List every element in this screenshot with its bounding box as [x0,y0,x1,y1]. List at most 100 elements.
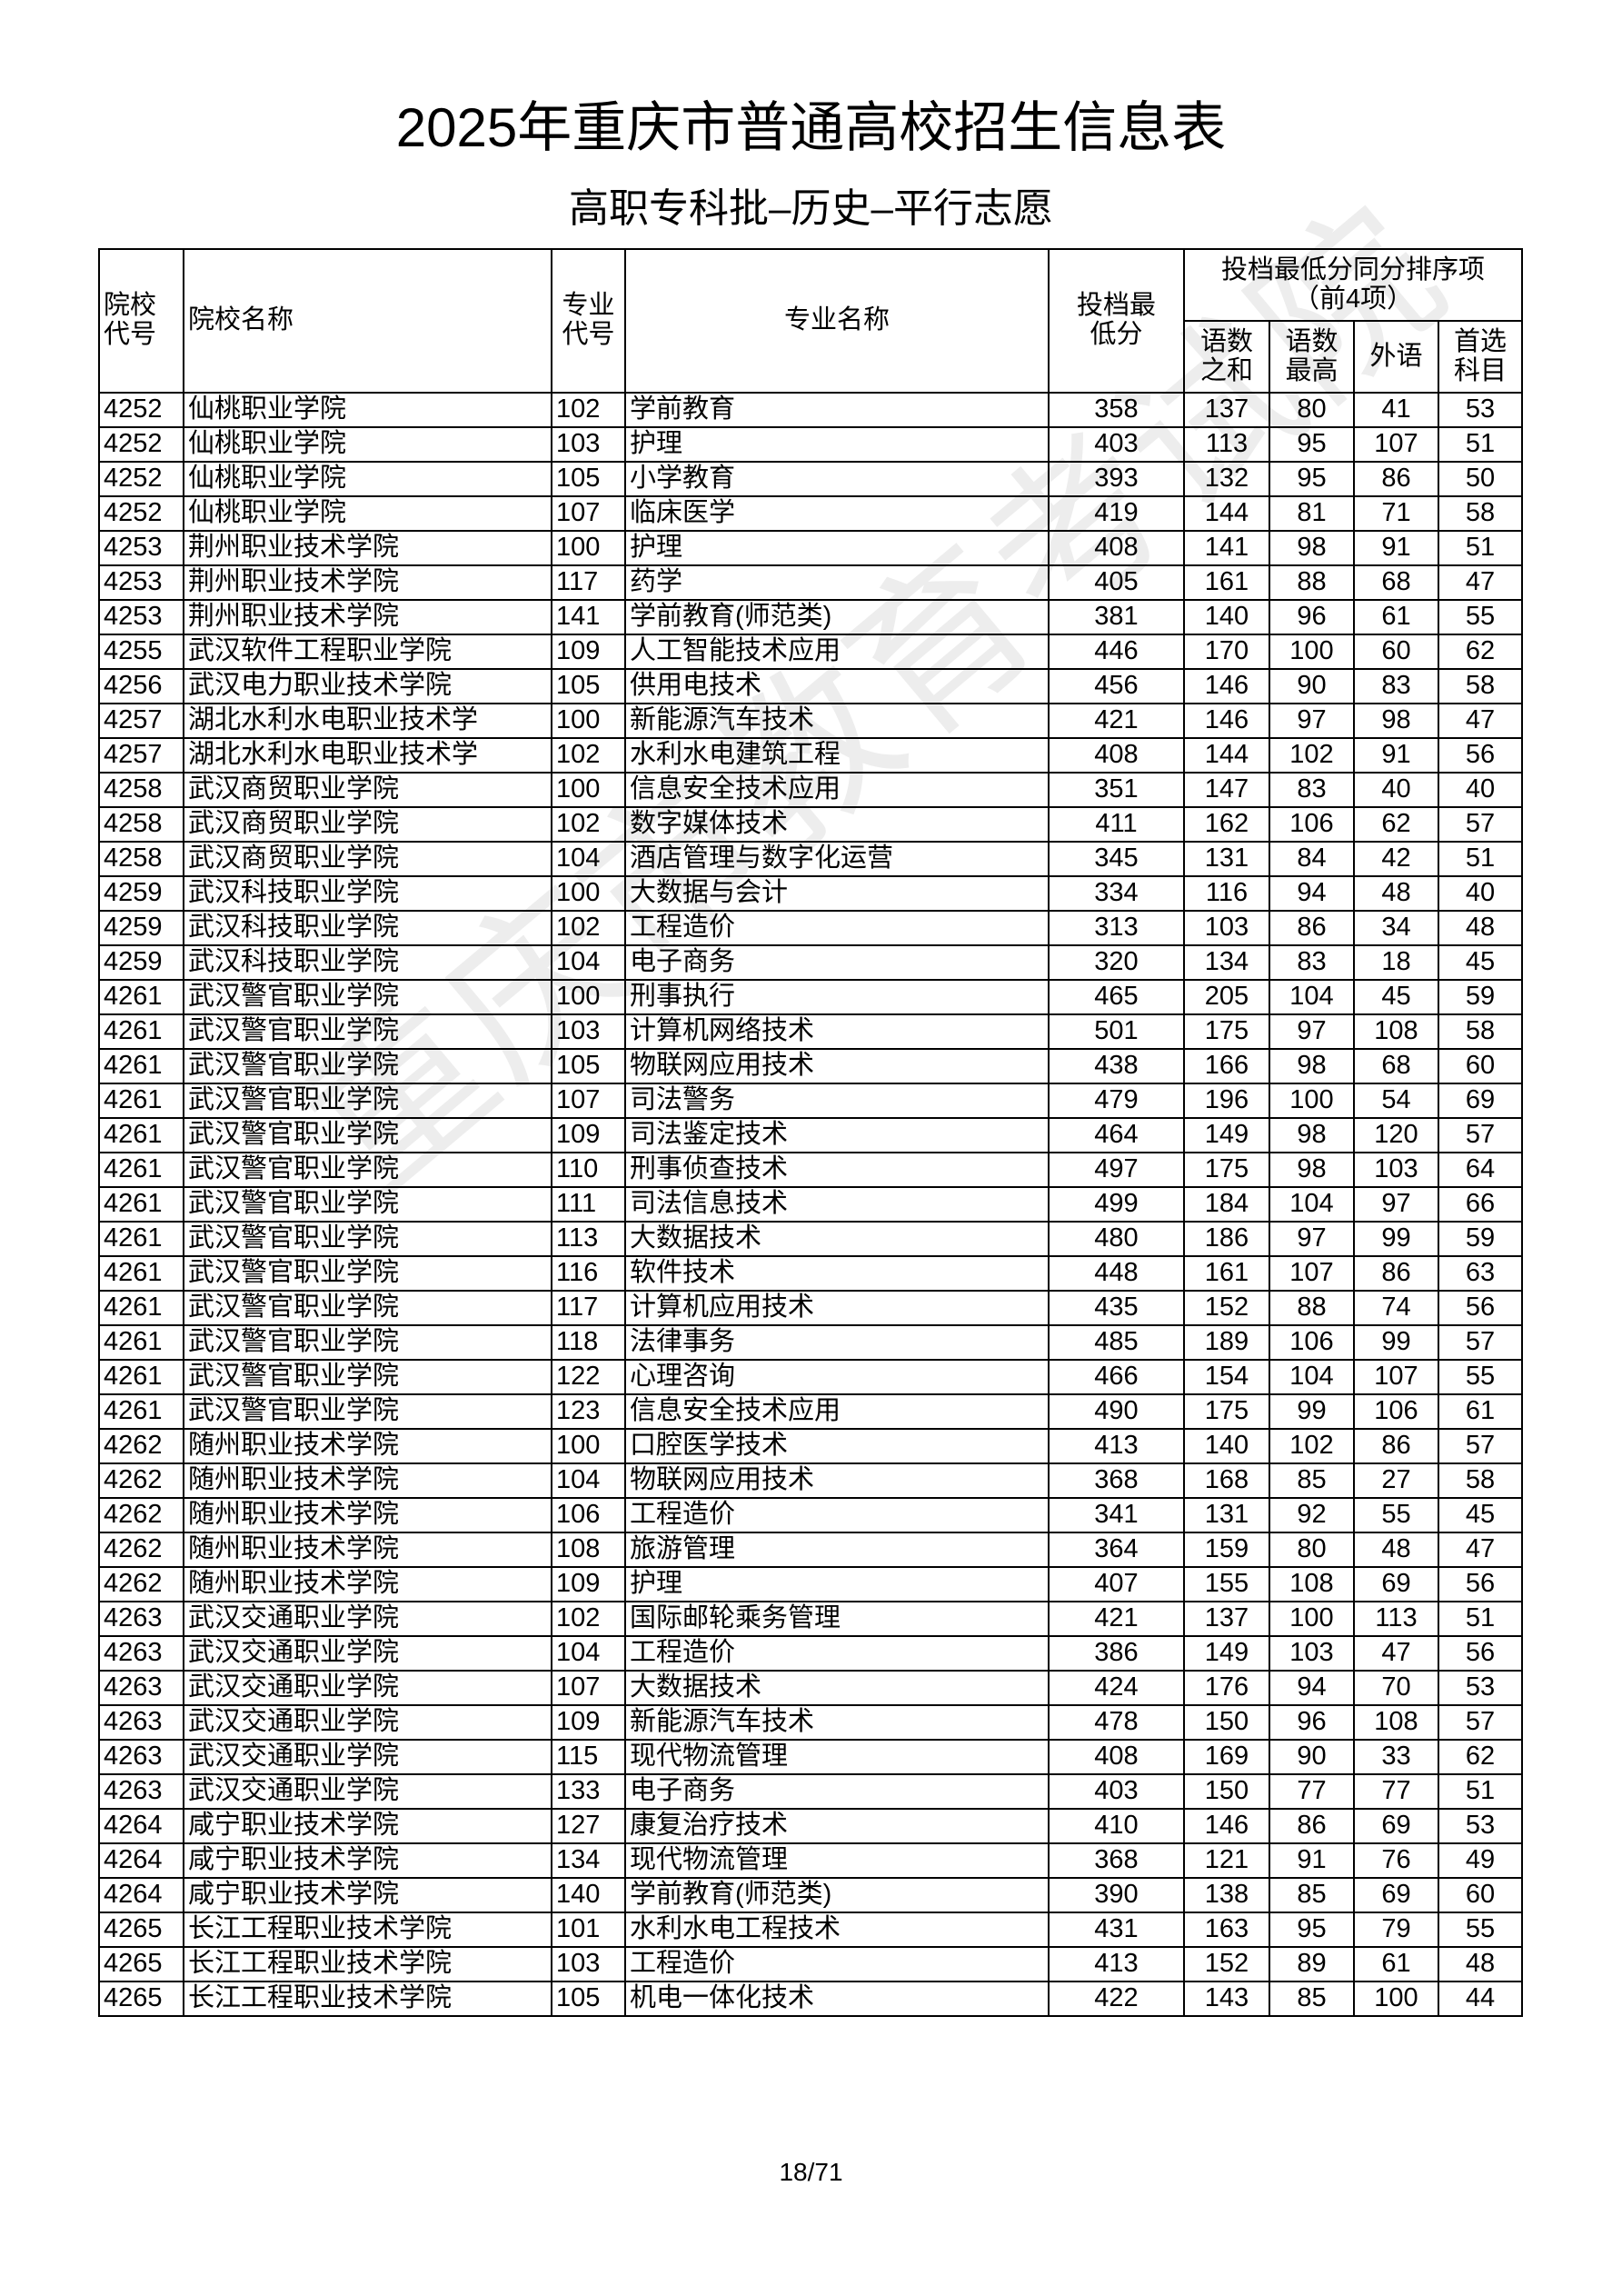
table-cell: 140 [1183,599,1270,635]
table-cell: 4259 [98,944,184,981]
table-cell: 护理 [624,426,1050,463]
table-row: 4261 武汉警官职业学院 117 计算机应用技术 435 152 88 74 56 [98,1290,1524,1326]
table-cell: 334 [1048,875,1185,912]
table-cell: 96 [1269,1704,1355,1741]
table-cell: 169 [1183,1739,1270,1775]
table-cell: 102 [551,910,626,946]
table-cell: 90 [1269,1739,1355,1775]
table-cell: 116 [551,1255,626,1292]
table-cell: 45 [1353,979,1439,1015]
table-cell: 武汉商贸职业学院 [183,841,552,877]
table-cell: 18 [1353,944,1439,981]
table-cell: 荆州职业技术学院 [183,599,552,635]
table-header: 院校代号 院校名称 专业代号 专业名称 投档最低分 投档最低分同分排序项（前4项… [98,248,1524,394]
table-cell: 69 [1353,1877,1439,1913]
table-row: 4263 武汉交通职业学院 133 电子商务 403 150 77 77 51 [98,1773,1524,1810]
table-cell: 现代物流管理 [624,1842,1050,1879]
table-row: 4261 武汉警官职业学院 110 刑事侦查技术 497 175 98 103 64 [98,1152,1524,1188]
table-cell: 湖北水利水电职业技术学 [183,737,552,774]
table-row: 4262 随州职业技术学院 100 口腔医学技术 413 140 102 86 57 [98,1428,1524,1464]
table-cell: 4261 [98,1393,184,1430]
table-cell: 随州职业技术学院 [183,1497,552,1533]
table-cell: 60 [1353,634,1439,670]
table-cell: 信息安全技术应用 [624,1393,1050,1430]
table-cell: 4265 [98,1981,184,2017]
table-row: 4259 武汉科技职业学院 102 工程造价 313 103 86 34 48 [98,910,1524,946]
table-row: 4264 咸宁职业技术学院 140 学前教育(师范类) 390 138 85 69 60 [98,1877,1524,1913]
table-cell: 102 [551,737,626,774]
table-cell: 68 [1353,564,1439,601]
table-cell: 88 [1269,564,1355,601]
table-cell: 150 [1183,1704,1270,1741]
title: 2025年重庆市普通高校招生信息表 [395,97,1227,158]
table-cell: 69 [1437,1083,1524,1119]
table-cell: 480 [1048,1221,1185,1257]
header-text: 语数之和 [1199,326,1253,385]
header-text: 首选科目 [1454,326,1508,385]
table-cell: 98 [1269,1048,1355,1084]
table-cell: 94 [1269,875,1355,912]
table-cell: 435 [1048,1290,1185,1326]
table-cell: 95 [1269,1912,1355,1948]
table-cell: 189 [1183,1324,1270,1361]
table-cell: 软件技术 [624,1255,1050,1292]
table-cell: 103 [1353,1152,1439,1188]
table-cell: 计算机网络技术 [624,1013,1050,1050]
table-cell: 97 [1269,1221,1355,1257]
table-cell: 98 [1269,1152,1355,1188]
table-cell: 咸宁职业技术学院 [183,1877,552,1913]
table-cell: 4263 [98,1670,184,1706]
table-cell: 4257 [98,737,184,774]
table-row: 4265 长江工程职业技术学院 105 机电一体化技术 422 143 85 100 44 [98,1981,1524,2017]
table-cell: 100 [1269,1601,1355,1637]
table-cell: 108 [1269,1566,1355,1602]
table-cell: 学前教育(师范类) [624,599,1050,635]
table-cell: 107 [551,495,626,532]
table-cell: 403 [1048,1773,1185,1810]
table-cell: 40 [1353,772,1439,808]
table-cell: 132 [1183,461,1270,497]
table-cell: 口腔医学技术 [624,1428,1050,1464]
table-cell: 55 [1353,1497,1439,1533]
table-cell: 407 [1048,1566,1185,1602]
table-cell: 武汉交通职业学院 [183,1739,552,1775]
table-cell: 武汉警官职业学院 [183,1117,552,1153]
table-cell: 荆州职业技术学院 [183,564,552,601]
table-row: 4262 随州职业技术学院 106 工程造价 341 131 92 55 45 [98,1497,1524,1533]
table-cell: 武汉交通职业学院 [183,1704,552,1741]
table-row: 4261 武汉警官职业学院 103 计算机网络技术 501 175 97 108 58 [98,1013,1524,1050]
table-cell: 62 [1437,1739,1524,1775]
table-cell: 4263 [98,1773,184,1810]
table-cell: 111 [551,1186,626,1223]
table-cell: 48 [1437,910,1524,946]
table-cell: 105 [551,461,626,497]
header-cell: 外语 [1353,320,1439,394]
table-cell: 56 [1437,1566,1524,1602]
table-cell: 69 [1353,1566,1439,1602]
table-cell: 62 [1437,634,1524,670]
table-cell: 184 [1183,1186,1270,1223]
table-cell: 109 [551,1566,626,1602]
table-cell: 81 [1269,495,1355,532]
table-cell: 电子商务 [624,944,1050,981]
table-cell: 康复治疗技术 [624,1808,1050,1844]
table-cell: 144 [1183,737,1270,774]
table-cell: 现代物流管理 [624,1739,1050,1775]
table-cell: 107 [1269,1255,1355,1292]
table-row: 4263 武汉交通职业学院 102 国际邮轮乘务管理 421 137 100 113 51 [98,1601,1524,1637]
table-cell: 104 [551,841,626,877]
table-cell: 408 [1048,530,1185,566]
table-row: 4257 湖北水利水电职业技术学 100 新能源汽车技术 421 146 97 98 47 [98,703,1524,739]
table-cell: 4261 [98,1221,184,1257]
table-cell: 100 [1353,1981,1439,2017]
table-cell: 48 [1353,875,1439,912]
table-cell: 86 [1269,910,1355,946]
table-cell: 4265 [98,1946,184,1982]
table-cell: 58 [1437,668,1524,704]
table-cell: 90 [1269,668,1355,704]
table-cell: 57 [1437,1324,1524,1361]
table-cell: 364 [1048,1532,1185,1568]
table-cell: 4255 [98,634,184,670]
table-cell: 新能源汽车技术 [624,703,1050,739]
table-cell: 武汉电力职业技术学院 [183,668,552,704]
